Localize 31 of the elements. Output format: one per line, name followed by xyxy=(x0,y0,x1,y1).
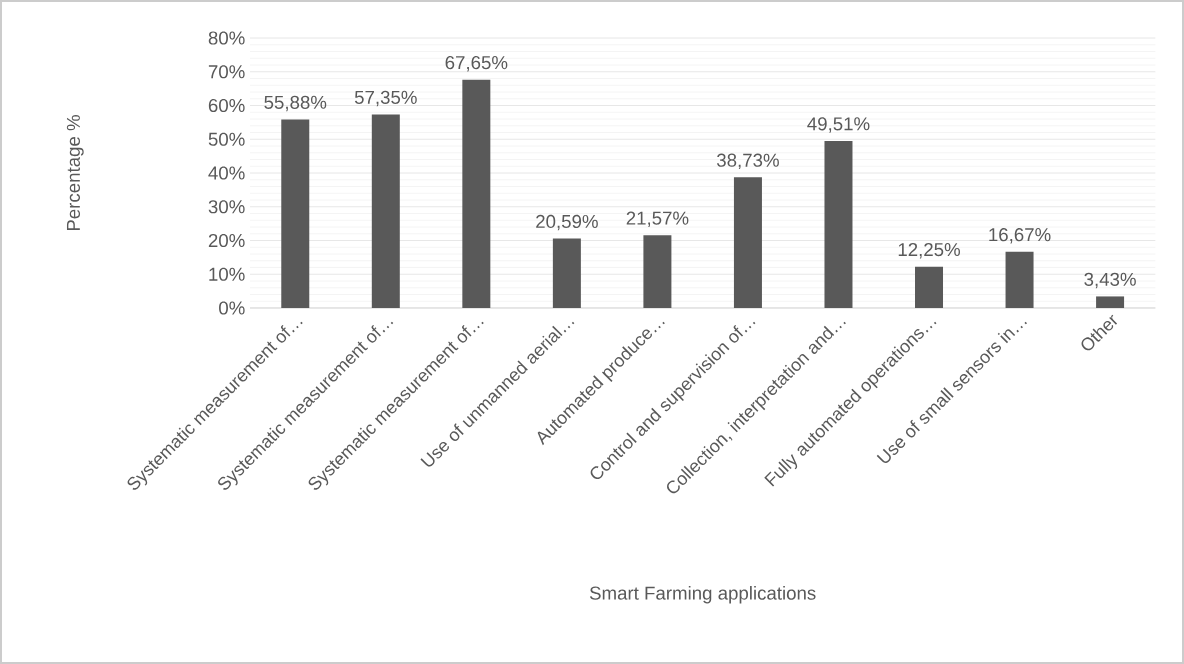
data-label: 12,25% xyxy=(898,242,960,259)
bar xyxy=(824,140,853,308)
data-label: 38,73% xyxy=(717,153,779,170)
y-tick-label: 80% xyxy=(208,31,245,45)
y-tick-label: 60% xyxy=(208,98,245,113)
data-label: 57,35% xyxy=(354,90,417,107)
bar xyxy=(1096,296,1125,308)
data-label: 55,88% xyxy=(264,95,327,112)
bar xyxy=(371,114,400,308)
data-label: 3,43% xyxy=(1084,272,1136,289)
data-label: 21,57% xyxy=(626,211,689,227)
bar xyxy=(552,238,581,308)
data-label: 20,59% xyxy=(536,214,598,231)
data-label: 16,67% xyxy=(989,228,1051,244)
y-axis-title: Percentage % xyxy=(66,115,84,231)
y-tick-label: 10% xyxy=(209,267,245,281)
x-axis-title: Smart Farming applications xyxy=(589,586,816,604)
bar xyxy=(1005,251,1034,308)
data-label: 49,51% xyxy=(807,117,870,133)
data-label: 67,65% xyxy=(445,55,508,72)
bar xyxy=(462,79,491,308)
y-tick-label: 20% xyxy=(208,233,245,248)
y-tick-label: 0% xyxy=(219,301,245,315)
y-tick-label: 30% xyxy=(208,200,245,214)
bar xyxy=(281,119,310,308)
bar xyxy=(733,177,762,308)
y-tick-label: 70% xyxy=(208,65,245,79)
bar xyxy=(915,266,944,308)
y-tick-label: 40% xyxy=(208,166,245,180)
bar xyxy=(643,235,672,308)
y-tick-label: 50% xyxy=(208,132,245,146)
